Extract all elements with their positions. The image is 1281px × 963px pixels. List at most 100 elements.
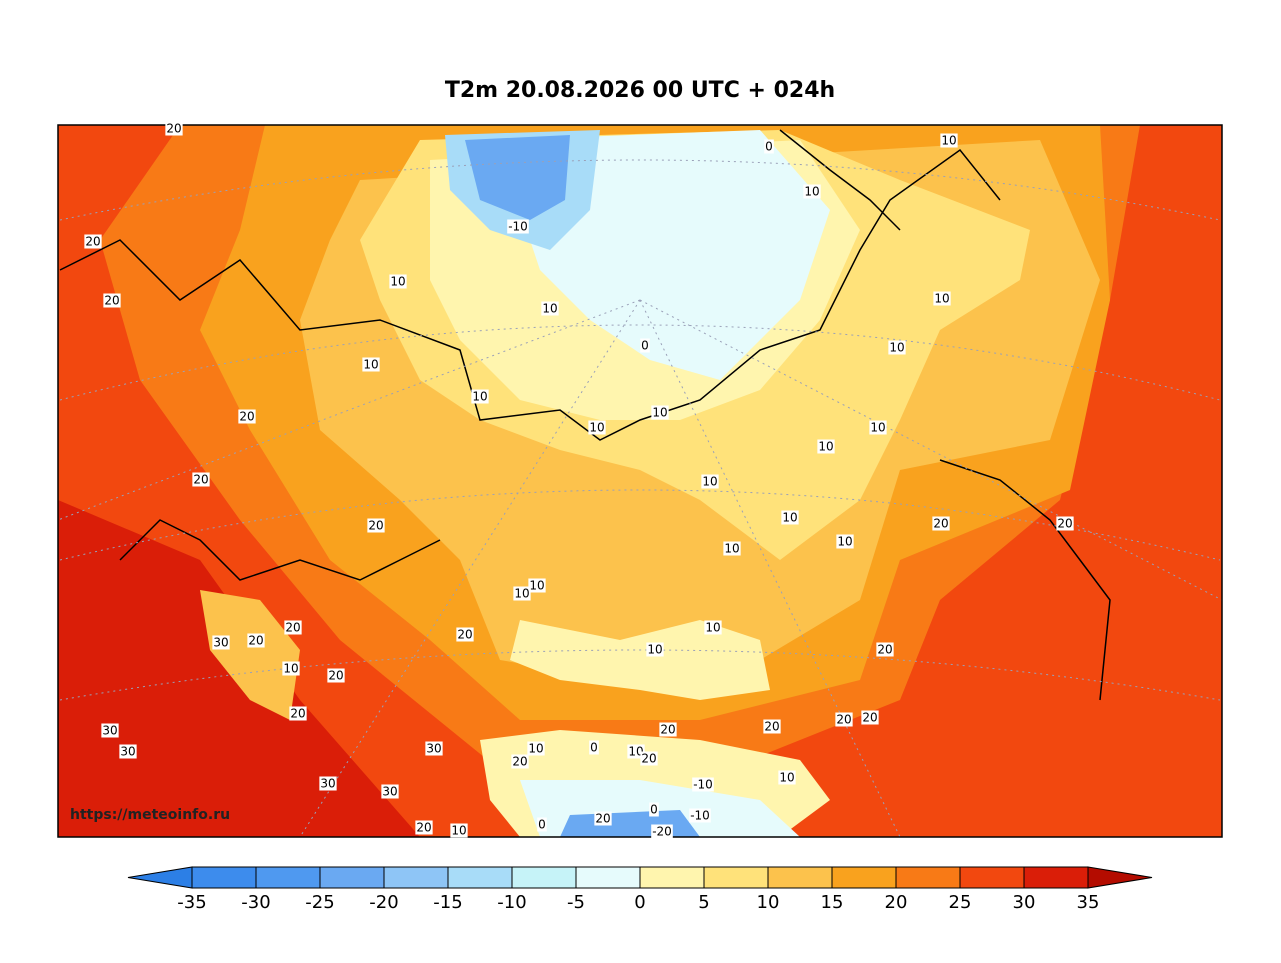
contour-label-box xyxy=(367,518,385,533)
contour-label: -20 xyxy=(652,825,672,839)
contour-label: 0 xyxy=(765,140,773,154)
contour-label: 20 xyxy=(877,643,892,657)
contour-label: 10 xyxy=(628,745,643,759)
contour-label-box xyxy=(319,776,337,791)
contour-label-box xyxy=(101,723,119,738)
contour-label: 10 xyxy=(283,662,298,676)
contour-label-box xyxy=(803,184,821,199)
contour-label: 10 xyxy=(804,185,819,199)
contour-label-box xyxy=(507,219,529,234)
contour-label: 20 xyxy=(104,294,119,308)
contour-label: 10 xyxy=(363,358,378,372)
contour-label: 20 xyxy=(595,812,610,826)
colorbar-box xyxy=(255,866,321,889)
colorbar-box xyxy=(575,866,641,889)
contour-label: 20 xyxy=(641,752,656,766)
colorbar-box xyxy=(511,866,577,889)
contour-label-box xyxy=(192,472,210,487)
contour-label: 0 xyxy=(590,741,598,755)
colorbar-tick-label: 15 xyxy=(821,892,844,913)
contour-label-box xyxy=(284,620,302,635)
contour-label-box xyxy=(594,811,612,826)
contour-label: 30 xyxy=(120,745,135,759)
contour-label: 20 xyxy=(166,122,181,136)
contour-label: 0 xyxy=(538,818,546,832)
contour-label: 30 xyxy=(426,742,441,756)
contour-label-box xyxy=(425,741,443,756)
contour-label-box xyxy=(689,808,711,823)
map-title: T2m 20.08.2026 00 UTC + 024h xyxy=(445,78,835,103)
contour-label: 30 xyxy=(320,777,335,791)
contour-label: 10 xyxy=(390,275,405,289)
contour-label-box xyxy=(692,777,714,792)
contour-label: 20 xyxy=(1057,517,1072,531)
contour-label: 20 xyxy=(328,669,343,683)
contour-label-box xyxy=(537,817,547,832)
colorbar-box xyxy=(1023,866,1089,889)
contour-label: 0 xyxy=(650,803,658,817)
contour-label-box xyxy=(589,740,599,755)
colorbar-tick-label: 5 xyxy=(698,892,709,913)
colorbar-extend-high xyxy=(1087,866,1153,889)
watermark: https://meteoinfo.ru xyxy=(70,807,230,823)
contour-label: 10 xyxy=(652,406,667,420)
colorbar-tick-label: -20 xyxy=(369,892,398,913)
contour-label: 10 xyxy=(702,475,717,489)
contour-label-box xyxy=(701,474,719,489)
contour-label-box xyxy=(528,578,546,593)
contour-label: 10 xyxy=(779,771,794,785)
contour-label: 10 xyxy=(934,292,949,306)
contour-label: 10 xyxy=(724,542,739,556)
contour-label: 10 xyxy=(514,587,529,601)
contour-label: 10 xyxy=(837,535,852,549)
contour-label-box xyxy=(835,712,853,727)
contour-label-box xyxy=(627,744,645,759)
contour-label-box xyxy=(888,340,906,355)
contour-label-box xyxy=(511,754,529,769)
contour-label: 0 xyxy=(641,339,649,353)
contour-label: 10 xyxy=(528,742,543,756)
contour-label: 10 xyxy=(647,643,662,657)
contour-label-box xyxy=(646,642,664,657)
contour-label: -10 xyxy=(693,778,713,792)
contour-label-box xyxy=(415,820,433,835)
contour-label-box xyxy=(764,139,774,154)
contour-label: -10 xyxy=(508,220,528,234)
contour-label-box xyxy=(450,823,468,838)
contour-label: 10 xyxy=(529,579,544,593)
colorbar-tick-label: 0 xyxy=(634,892,645,913)
contour-label: 10 xyxy=(472,390,487,404)
contour-label: 10 xyxy=(870,421,885,435)
contour-label: 10 xyxy=(941,134,956,148)
contour-label: 10 xyxy=(589,421,604,435)
contour-label: 20 xyxy=(285,621,300,635)
contour-label: 20 xyxy=(239,410,254,424)
colorbar-tick-label: -35 xyxy=(177,892,206,913)
contour-label: 20 xyxy=(290,707,305,721)
colorbar-box xyxy=(447,866,513,889)
contour-label-box xyxy=(933,291,951,306)
contour-label: 10 xyxy=(782,511,797,525)
contour-label-box xyxy=(723,541,741,556)
contour-label: 20 xyxy=(512,755,527,769)
contour-label-box xyxy=(238,409,256,424)
contour-label-box xyxy=(817,439,835,454)
colorbar-box xyxy=(959,866,1025,889)
contour-label-box xyxy=(527,741,545,756)
colorbar-tick-label: 20 xyxy=(885,892,908,913)
contour-label: 30 xyxy=(382,785,397,799)
temperature-field xyxy=(58,125,1222,837)
contour-label: 10 xyxy=(451,824,466,838)
contour-label-box xyxy=(940,133,958,148)
contour-label-box xyxy=(588,420,606,435)
colorbar-box xyxy=(319,866,385,889)
colorbar-tick-label: 25 xyxy=(949,892,972,913)
colorbar-box xyxy=(191,866,257,889)
contour-label-box xyxy=(836,534,854,549)
contour-label: 20 xyxy=(85,235,100,249)
contour-label: 20 xyxy=(368,519,383,533)
contour-label-box xyxy=(932,516,950,531)
contour-label-box xyxy=(704,620,722,635)
